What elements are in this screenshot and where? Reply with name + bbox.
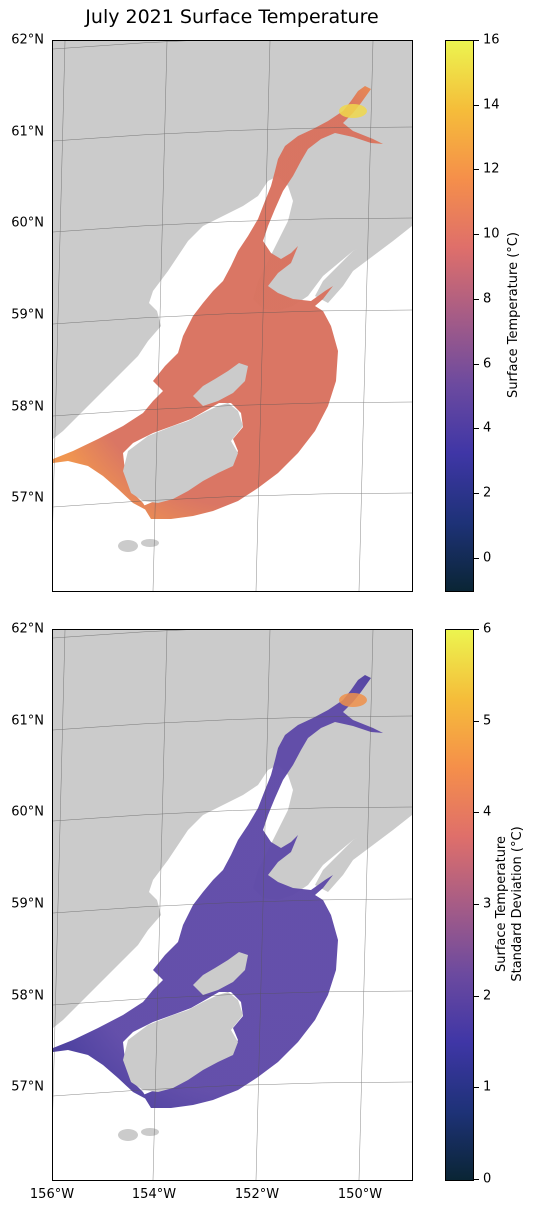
longitude-line <box>152 630 168 1180</box>
longitude-line <box>358 41 374 591</box>
longitude-label: 150°W <box>337 1187 383 1202</box>
kodiak-island <box>123 403 243 503</box>
latitude-line <box>53 990 412 1006</box>
longitude-label: 154°W <box>131 1187 177 1202</box>
latitude-label: 58°N <box>11 988 44 1004</box>
latitude-line <box>53 126 412 142</box>
colorbar-tick-label: 14 <box>483 97 500 113</box>
longitude-line <box>255 630 271 1180</box>
latitude-label: 62°N <box>11 621 44 637</box>
colorbar-tick <box>473 492 479 494</box>
colorbar-tick <box>473 428 479 430</box>
latitude-line <box>53 630 183 639</box>
kenai-peninsula-landmass <box>315 805 412 892</box>
colorbar-tick-label: 1 <box>483 1079 492 1095</box>
colorbar-tick <box>473 1087 479 1089</box>
colorbar-tick <box>473 904 479 905</box>
field-hotspot <box>339 104 367 118</box>
colorbar-tick <box>473 298 479 300</box>
colorbar-tick <box>473 1179 479 1180</box>
latitude-label: 61°N <box>11 124 44 140</box>
latitude-line <box>53 898 412 914</box>
colorbar-tick-label: 0 <box>483 550 492 566</box>
kodiak-island <box>123 992 243 1092</box>
latitude-label: 61°N <box>11 713 44 729</box>
longitude-line <box>152 41 168 591</box>
colorbar-tick-label: 12 <box>483 161 500 177</box>
model-field-shading <box>53 675 383 1108</box>
colorbar-tick <box>473 104 479 106</box>
colorbar-label-line: Standard Deviation (°C) <box>510 826 525 982</box>
temperature-colorbar <box>445 40 474 592</box>
colorbar-tick <box>473 629 479 630</box>
longitude-line <box>53 41 66 523</box>
colorbar-tick-label: 8 <box>483 291 492 307</box>
trinity-islands <box>118 1129 138 1141</box>
colorbar-label-line: Surface Temperature (°C) <box>506 232 521 398</box>
colorbar-label: Surface Temperature (°C) <box>506 205 522 425</box>
mainland-landmass <box>53 630 412 1028</box>
colorbar-tick <box>473 169 479 171</box>
colorbar-tick-label: 4 <box>483 420 492 436</box>
longitude-line <box>53 630 66 1112</box>
colorbar-tick-label: 0 <box>483 1171 492 1187</box>
latitude-label: 58°N <box>11 399 44 415</box>
mainland-landmass <box>53 41 412 439</box>
chirikof-island <box>141 1128 159 1136</box>
afognak-island <box>193 952 248 995</box>
std-deviation-colorbar <box>445 629 474 1181</box>
colorbar-tick-label: 16 <box>483 32 500 48</box>
model-field-shading <box>53 86 383 519</box>
latitude-line <box>53 401 412 417</box>
longitude-label: 156°W <box>29 1187 75 1202</box>
colorbar-tick-label: 3 <box>483 896 492 912</box>
colorbar-tick <box>473 557 479 559</box>
longitude-line <box>255 41 271 591</box>
latitude-line <box>53 492 412 508</box>
latitude-label: 57°N <box>11 490 44 506</box>
latitude-line <box>53 1081 412 1097</box>
colorbar-tick-label: 6 <box>483 356 492 372</box>
figure-title: July 2021 Surface Temperature <box>85 6 379 28</box>
colorbar-tick-label: 6 <box>483 621 492 637</box>
latitude-line <box>53 217 412 233</box>
latitude-label: 59°N <box>11 896 44 912</box>
graticule <box>53 41 412 591</box>
colorbar-tick-label: 5 <box>483 713 492 729</box>
longitude-label: 152°W <box>234 1187 280 1202</box>
colorbar-tick <box>473 812 479 814</box>
graticule <box>53 630 412 1180</box>
colorbar-tick-label: 4 <box>483 804 492 820</box>
afognak-island <box>193 363 248 406</box>
latitude-label: 60°N <box>11 804 44 820</box>
colorbar-label-line: Surface Temperature <box>494 836 509 973</box>
colorbar-tick <box>473 40 479 41</box>
latitude-line <box>53 41 183 50</box>
latitude-line <box>53 806 412 822</box>
std-deviation-map <box>52 629 413 1181</box>
latitude-label: 57°N <box>11 1079 44 1095</box>
latitude-label: 59°N <box>11 307 44 323</box>
colorbar-tick-label: 10 <box>483 226 500 242</box>
map-canvas <box>53 41 412 591</box>
longitude-line <box>358 630 374 1180</box>
colorbar-tick <box>473 363 479 365</box>
latitude-label: 62°N <box>11 32 44 48</box>
trinity-islands <box>118 540 138 552</box>
colorbar-tick-label: 2 <box>483 988 492 1004</box>
colorbar-label: Surface Temperature Standard Deviation (°… <box>494 794 526 1014</box>
colorbar-tick <box>473 234 479 236</box>
colorbar-tick <box>473 995 479 997</box>
latitude-line <box>53 715 412 731</box>
latitude-label: 60°N <box>11 215 44 231</box>
colorbar-tick-label: 2 <box>483 485 492 501</box>
colorbar-tick <box>473 720 479 722</box>
temperature-map <box>52 40 413 592</box>
latitude-line <box>53 309 412 325</box>
field-hotspot <box>339 693 367 707</box>
kenai-peninsula-landmass <box>315 216 412 303</box>
chirikof-island <box>141 539 159 547</box>
map-canvas <box>53 630 412 1180</box>
